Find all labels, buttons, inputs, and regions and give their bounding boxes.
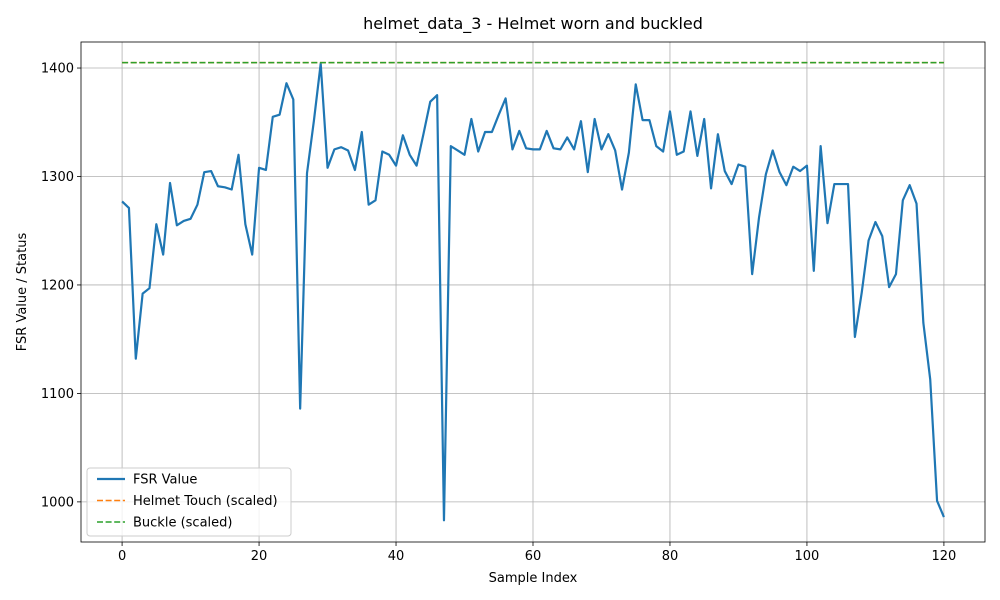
x-tick-label: 60 xyxy=(525,549,542,564)
x-tick-label: 100 xyxy=(795,549,820,564)
x-tick-label: 80 xyxy=(662,549,679,564)
x-tick-label: 20 xyxy=(251,549,268,564)
y-axis: 1000 1100 1200 1300 1400 xyxy=(41,62,81,510)
y-tick-label: 1100 xyxy=(41,387,74,402)
x-axis: 0 20 40 60 80 100 120 xyxy=(118,542,956,564)
y-tick-label: 1400 xyxy=(41,62,74,77)
y-tick-label: 1200 xyxy=(41,278,74,293)
legend: FSR Value Helmet Touch (scaled) Buckle (sc… xyxy=(86,467,292,537)
legend-label-1: Helmet Touch (scaled) xyxy=(133,494,278,509)
legend-box xyxy=(86,467,292,537)
legend-label-0: FSR Value xyxy=(133,473,197,488)
series-layer xyxy=(121,61,945,522)
legend-label-2: Buckle (scaled) xyxy=(133,516,232,531)
x-tick-label: 40 xyxy=(388,549,405,564)
y-tick-label: 1000 xyxy=(41,495,74,510)
series-line-0 xyxy=(121,62,945,522)
x-tick-label: 120 xyxy=(931,549,956,564)
y-tick-label: 1300 xyxy=(41,170,74,185)
y-axis-label: FSR Value / Status xyxy=(15,233,30,352)
x-tick-label: 0 xyxy=(118,549,126,564)
x-axis-label: Sample Index xyxy=(489,571,578,586)
chart-title: helmet_data_3 - Helmet worn and buckled xyxy=(363,14,703,34)
